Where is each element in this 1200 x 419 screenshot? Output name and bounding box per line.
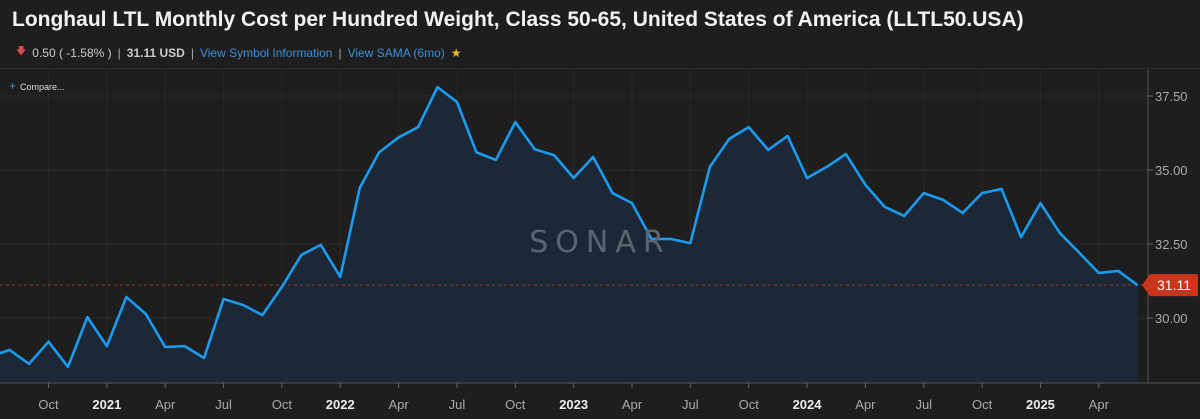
last-price: 31.11 USD [126, 45, 185, 60]
x-tick-label: Oct [972, 397, 993, 412]
y-tick-label: 35.00 [1155, 163, 1188, 178]
x-tick-label: Jul [915, 397, 932, 412]
x-tick-label: Oct [38, 397, 59, 412]
price-change: 0.50 ( -1.58% ) [32, 45, 112, 60]
sama-chart-icon[interactable]: ★ [450, 45, 462, 60]
divider: | [117, 45, 121, 60]
area-fill [0, 87, 1138, 383]
x-tick-label: 2025 [1026, 397, 1055, 412]
x-tick-label: 2022 [326, 397, 355, 412]
x-tick-label: 2023 [559, 397, 588, 412]
view-sama-link[interactable]: View SAMA (6mo) [347, 45, 445, 60]
x-tick-label: Oct [272, 397, 293, 412]
x-tick-label: Apr [622, 397, 643, 412]
series-line [0, 85, 1139, 369]
header-divider [0, 68, 1200, 69]
y-tick-label: 32.50 [1155, 237, 1188, 252]
view-symbol-info-link[interactable]: View Symbol Information [199, 45, 333, 60]
down-arrow-icon: 🡇 [16, 46, 27, 57]
last-value-label: 31.11 [1157, 277, 1191, 293]
x-tick-label: Oct [739, 397, 760, 412]
quote-bar: 🡇 0.50 ( -1.58% ) | 31.11 USD | View Sym… [16, 44, 462, 61]
x-tick-label: 2024 [793, 397, 823, 412]
last-value-badge [1142, 274, 1198, 297]
plus-icon: + [9, 79, 17, 93]
chart-title: Longhaul LTL Monthly Cost per Hundred We… [12, 8, 1024, 31]
divider: | [190, 45, 194, 60]
divider: | [338, 45, 342, 60]
x-tick-label: Apr [1089, 397, 1110, 412]
y-tick-label: 37.50 [1155, 89, 1188, 104]
x-tick-label: Jul [449, 397, 466, 412]
x-tick-label: 2021 [92, 397, 121, 412]
sonar-watermark: SONAR [529, 225, 670, 260]
x-tick-label: Apr [855, 397, 876, 412]
x-tick-label: Jul [215, 397, 232, 412]
x-tick-label: Jul [682, 397, 699, 412]
y-tick-label: 30.00 [1155, 311, 1188, 326]
compare-button[interactable]: + Compare... [9, 79, 65, 93]
x-tick-label: Apr [155, 397, 176, 412]
x-tick-label: Oct [505, 397, 526, 412]
x-tick-label: Apr [388, 397, 409, 412]
compare-label: Compare... [20, 82, 65, 92]
